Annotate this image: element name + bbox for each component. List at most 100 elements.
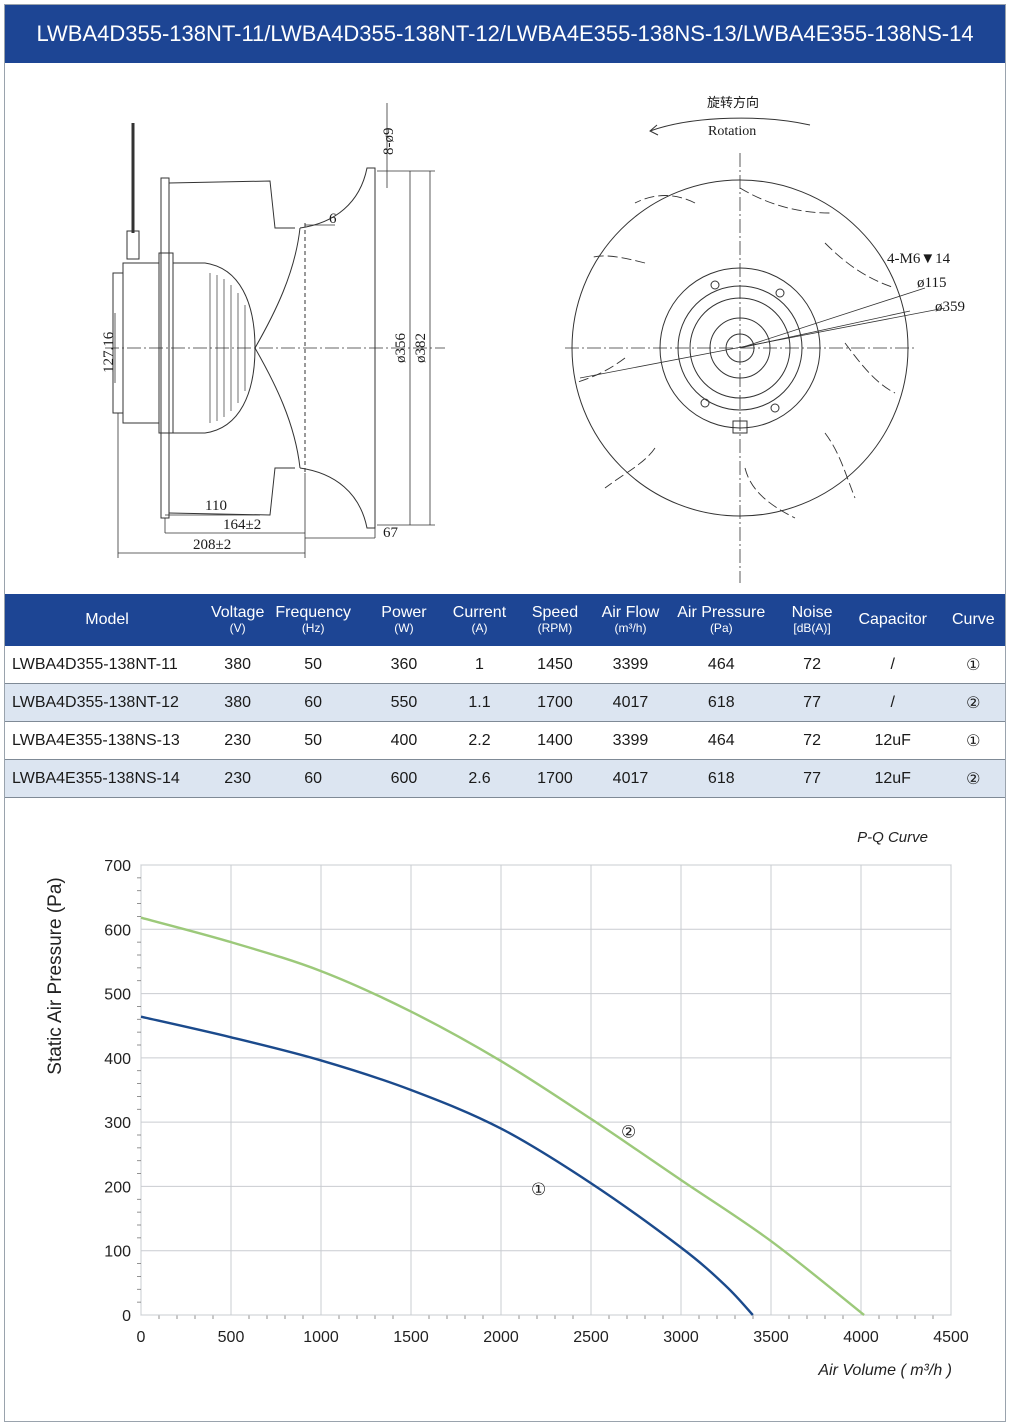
technical-drawing: 8-ø9 6 127.16 ø356 ø382 110 164±2 208±2 … [101, 95, 965, 583]
column-header-label: Power [381, 603, 427, 621]
table-cell: 1.1 [447, 683, 512, 722]
spec-table: Model Voltage (V) Frequency (Hz) Power (W) Curr… [5, 594, 1005, 798]
column-header: Noise [dB(A)] [780, 594, 844, 646]
table-row: LWBA4D355-138NT-12 380 60 550 1.1 1700 4017 618… [5, 683, 1005, 722]
table-cell: 618 [662, 683, 781, 722]
y-tick-label: 700 [104, 858, 131, 875]
x-tick-label: 2500 [573, 1329, 609, 1346]
table-cell: 60 [266, 759, 361, 798]
table-cell: 1450 [511, 646, 599, 684]
rotation-en-label: Rotation [708, 124, 756, 139]
column-header-label: Voltage [210, 603, 265, 621]
table-cell: 1 [447, 646, 512, 684]
series-line [140, 916, 865, 1316]
table-cell: 464 [662, 646, 781, 684]
column-header: Power (W) [360, 594, 448, 646]
page-title: LWBA4D355-138NT-11/LWBA4D355-138NT-12/LW… [5, 5, 1005, 63]
chart-ticks: 0 500 1000 1500 2000 2500 3000 3500 4000 4500 0 100… [104, 858, 969, 1346]
table-cell: 618 [662, 759, 781, 798]
column-header-label: Curve [951, 610, 995, 628]
spec-sheet: LWBA4D355-138NT-11/LWBA4D355-138NT-12/LW… [4, 4, 1006, 1422]
table-cell: 3399 [598, 721, 663, 760]
table-cell: 72 [780, 721, 844, 760]
y-tick-label: 100 [104, 1244, 131, 1261]
column-header: Voltage (V) [209, 594, 267, 646]
series-line [140, 1015, 754, 1316]
y-tick-label: 300 [104, 1115, 131, 1132]
table-header-row: Model Voltage (V) Frequency (Hz) Power (W) Curr… [5, 594, 1005, 646]
column-header-label: Frequency [275, 603, 351, 621]
table-cell: 77 [780, 759, 844, 798]
table-cell: 2.6 [447, 759, 512, 798]
column-header-unit: (Hz) [301, 621, 325, 636]
table-cell: 1400 [511, 721, 599, 760]
chart-series: ①② [140, 916, 865, 1316]
table-cell: 400 [360, 721, 448, 760]
table-cell: 2.2 [447, 721, 512, 760]
column-header-unit: (RPM) [537, 621, 573, 636]
table-cell: ② [941, 759, 1005, 798]
table-cell: 464 [662, 721, 781, 760]
table-cell: 12uF [843, 759, 942, 798]
x-tick-label: 1000 [303, 1329, 339, 1346]
table-cell: 550 [360, 683, 448, 722]
column-header-label: Capacitor [858, 610, 927, 628]
column-header-unit: (m³/h) [614, 621, 647, 636]
x-tick-label: 2000 [483, 1329, 519, 1346]
table-cell: 50 [266, 646, 361, 684]
dim-359-label: ø359 [935, 299, 965, 315]
y-tick-label: 600 [104, 922, 131, 939]
x-tick-label: 3000 [663, 1329, 699, 1346]
column-header: Speed (RPM) [511, 594, 599, 646]
table-cell: 1700 [511, 759, 599, 798]
dim-208-label: 208±2 [193, 537, 231, 553]
dim-127-label: 127.16 [101, 331, 117, 373]
pq-curve-chart: P-Q Curve Static Air Pressure (Pa) Air V… [45, 829, 969, 1379]
column-header-unit: (W) [394, 621, 414, 636]
column-header-label: Air Flow [601, 603, 660, 621]
dim-67-label: 67 [383, 525, 399, 541]
column-header-unit: [dB(A)] [793, 621, 831, 636]
table-body: LWBA4D355-138NT-11 380 50 360 1 1450 3399 464 72… [5, 646, 1005, 798]
chart-grid [137, 864, 952, 1319]
table-cell: LWBA4D355-138NT-11 [5, 646, 210, 684]
chart-y-axis-label: Static Air Pressure (Pa) [45, 877, 66, 1074]
column-header-unit: (Pa) [709, 621, 733, 636]
y-tick-label: 400 [104, 1051, 131, 1068]
dim-382-label: ø382 [413, 333, 429, 363]
y-tick-label: 500 [104, 987, 131, 1004]
table-cell: ① [941, 646, 1005, 684]
cable-gland [126, 230, 140, 260]
table-cell: / [843, 683, 942, 722]
table-cell: 380 [209, 646, 267, 684]
dim-6-label: 6 [329, 211, 337, 227]
table-cell: 230 [209, 721, 267, 760]
table-cell: 1700 [511, 683, 599, 722]
column-header: Air Flow (m³/h) [598, 594, 663, 646]
rotation-cn-label: 旋转方向 [707, 95, 759, 111]
table-cell: 380 [209, 683, 267, 722]
column-header-label: Speed [531, 603, 579, 621]
table-cell: ① [941, 721, 1005, 760]
table-cell: 360 [360, 646, 448, 684]
table-cell: 72 [780, 646, 844, 684]
dim-m6-label: 4-M6▼14 [887, 251, 951, 267]
table-cell: / [843, 646, 942, 684]
x-tick-label: 3500 [753, 1329, 789, 1346]
chart-title: P-Q Curve [857, 829, 928, 846]
column-header: Air Pressure (Pa) [662, 594, 781, 646]
table-cell: 600 [360, 759, 448, 798]
table-cell: 4017 [598, 683, 663, 722]
column-header: Current (A) [447, 594, 512, 646]
table-row: LWBA4D355-138NT-11 380 50 360 1 1450 3399 464 72… [5, 646, 1005, 684]
series-label: ① [531, 1180, 546, 1199]
chart-x-axis-label: Air Volume ( m³/h ) [817, 1362, 952, 1379]
y-tick-label: 200 [104, 1179, 131, 1196]
dim-356-label: ø356 [393, 333, 409, 364]
column-header-label: Air Pressure [677, 603, 766, 621]
dim-110-label: 110 [205, 498, 227, 514]
column-header-label: Current [452, 603, 507, 621]
table-row: LWBA4E355-138NS-13 230 50 400 2.2 1400 3399 464… [5, 721, 1005, 760]
x-tick-label: 4500 [933, 1329, 969, 1346]
table-cell: ② [941, 683, 1005, 722]
